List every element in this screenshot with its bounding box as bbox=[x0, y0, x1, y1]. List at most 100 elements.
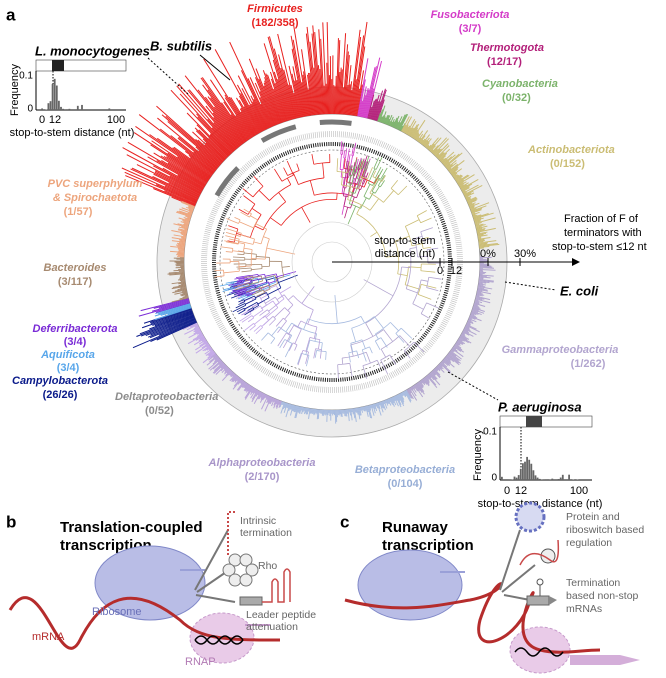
branch bbox=[232, 250, 244, 253]
spike bbox=[469, 314, 478, 319]
spike bbox=[475, 224, 486, 228]
branch bbox=[309, 339, 315, 342]
spike bbox=[404, 390, 412, 402]
spike bbox=[450, 167, 459, 174]
spike bbox=[450, 168, 458, 175]
spike bbox=[428, 143, 435, 151]
spike bbox=[403, 124, 409, 133]
spike bbox=[476, 294, 483, 297]
spike bbox=[217, 359, 222, 363]
branch bbox=[242, 188, 254, 198]
branch bbox=[353, 158, 358, 173]
branch bbox=[305, 350, 309, 353]
spike bbox=[201, 77, 248, 142]
branch bbox=[238, 265, 252, 268]
branch bbox=[395, 235, 410, 242]
spike bbox=[443, 358, 455, 368]
branch bbox=[285, 322, 292, 333]
clade: Actinobacteriota bbox=[527, 144, 615, 156]
branch bbox=[245, 286, 262, 293]
branch bbox=[231, 284, 238, 287]
spike bbox=[267, 396, 271, 403]
spike bbox=[338, 67, 342, 115]
branch bbox=[287, 310, 291, 313]
spike bbox=[180, 236, 187, 239]
gene-arrow bbox=[549, 596, 557, 605]
spike bbox=[180, 232, 187, 235]
spike bbox=[189, 210, 193, 214]
spike bbox=[441, 151, 455, 164]
spike bbox=[195, 138, 223, 164]
spike bbox=[478, 240, 497, 244]
branch bbox=[253, 323, 255, 325]
spike bbox=[243, 383, 249, 391]
spike bbox=[408, 388, 412, 394]
spike bbox=[283, 402, 288, 413]
branch bbox=[372, 178, 377, 186]
spike bbox=[140, 297, 189, 312]
spike bbox=[449, 351, 457, 357]
spike bbox=[407, 388, 414, 400]
spike bbox=[429, 372, 437, 380]
spike bbox=[445, 163, 451, 169]
branch bbox=[311, 154, 315, 165]
spike bbox=[366, 405, 369, 413]
spike bbox=[290, 404, 293, 410]
branch bbox=[231, 287, 246, 294]
spike bbox=[477, 286, 485, 290]
spike bbox=[421, 134, 431, 145]
spike bbox=[353, 408, 357, 423]
spike bbox=[479, 268, 496, 271]
hist-bar bbox=[528, 459, 531, 480]
spike bbox=[478, 236, 491, 240]
branch bbox=[360, 197, 367, 209]
spike bbox=[288, 65, 301, 118]
spike bbox=[366, 88, 375, 119]
spike bbox=[375, 88, 386, 121]
spike bbox=[461, 186, 470, 192]
branch bbox=[313, 348, 316, 359]
spike bbox=[153, 188, 196, 207]
branch bbox=[266, 238, 270, 249]
spike bbox=[208, 358, 221, 370]
spike bbox=[389, 121, 393, 127]
label: riboswitch based bbox=[566, 524, 644, 536]
spike bbox=[391, 121, 395, 127]
spike bbox=[450, 350, 462, 360]
branch bbox=[349, 363, 353, 377]
spike bbox=[424, 377, 430, 384]
spike bbox=[170, 250, 185, 253]
spike bbox=[413, 385, 419, 392]
spike bbox=[468, 317, 473, 320]
ribosome bbox=[357, 549, 463, 621]
branch bbox=[237, 253, 244, 256]
spike bbox=[178, 136, 218, 169]
branch bbox=[363, 279, 394, 297]
spike bbox=[181, 201, 195, 208]
spike bbox=[479, 276, 491, 279]
clade: Deferribacterota bbox=[33, 323, 118, 335]
spike bbox=[477, 234, 488, 238]
spike bbox=[224, 94, 253, 138]
spike bbox=[305, 407, 308, 415]
spike bbox=[198, 337, 205, 342]
spike bbox=[268, 36, 293, 120]
branch bbox=[406, 288, 418, 294]
spike bbox=[205, 105, 240, 148]
spike bbox=[449, 166, 459, 174]
spike bbox=[213, 106, 243, 145]
spike bbox=[301, 407, 304, 415]
spike bbox=[478, 242, 489, 245]
spike bbox=[150, 316, 195, 336]
spike bbox=[182, 292, 188, 294]
spike bbox=[188, 205, 195, 209]
spike bbox=[166, 156, 208, 183]
spike bbox=[301, 82, 308, 117]
branch bbox=[251, 286, 259, 291]
branch bbox=[261, 332, 269, 341]
branch bbox=[377, 175, 385, 186]
spike bbox=[417, 382, 425, 392]
spike bbox=[451, 348, 455, 352]
branch bbox=[228, 225, 239, 230]
spike bbox=[154, 170, 201, 195]
